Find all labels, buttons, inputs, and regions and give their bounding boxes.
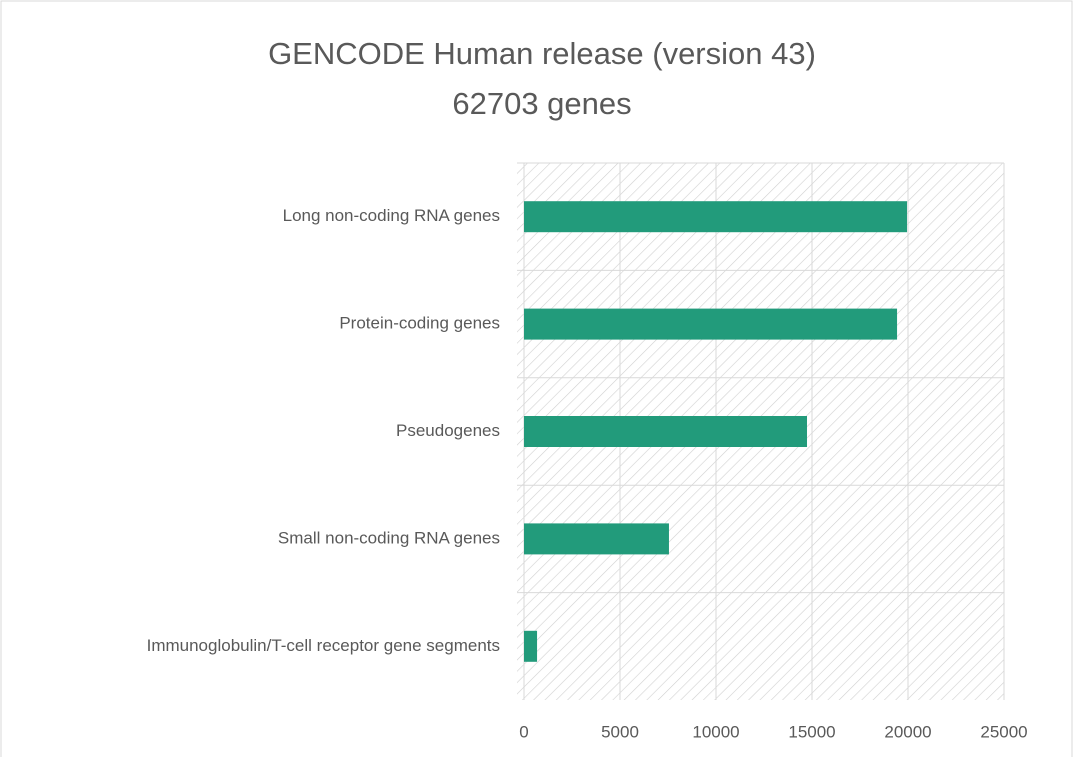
y-tick-label: Long non-coding RNA genes	[283, 206, 500, 225]
x-tick-label: 10000	[692, 722, 739, 741]
y-tick-label: Small non-coding RNA genes	[278, 528, 500, 547]
chart-title: GENCODE Human release (version 43)	[268, 36, 816, 71]
x-tick-label: 20000	[884, 722, 931, 741]
chart-subtitle: 62703 genes	[452, 86, 631, 121]
bar	[524, 416, 808, 447]
bar	[524, 308, 898, 340]
bar	[524, 630, 538, 662]
x-tick-label: 25000	[980, 722, 1027, 741]
y-tick-label: Protein-coding genes	[339, 314, 500, 333]
x-tick-label: 5000	[601, 722, 639, 741]
x-tick-label: 15000	[788, 722, 835, 741]
x-tick-label: 0	[519, 722, 528, 741]
bar	[524, 523, 669, 555]
bar	[524, 201, 908, 233]
y-tick-label: Immunoglobulin/T-cell receptor gene segm…	[147, 636, 500, 655]
y-tick-label: Pseudogenes	[396, 421, 500, 440]
